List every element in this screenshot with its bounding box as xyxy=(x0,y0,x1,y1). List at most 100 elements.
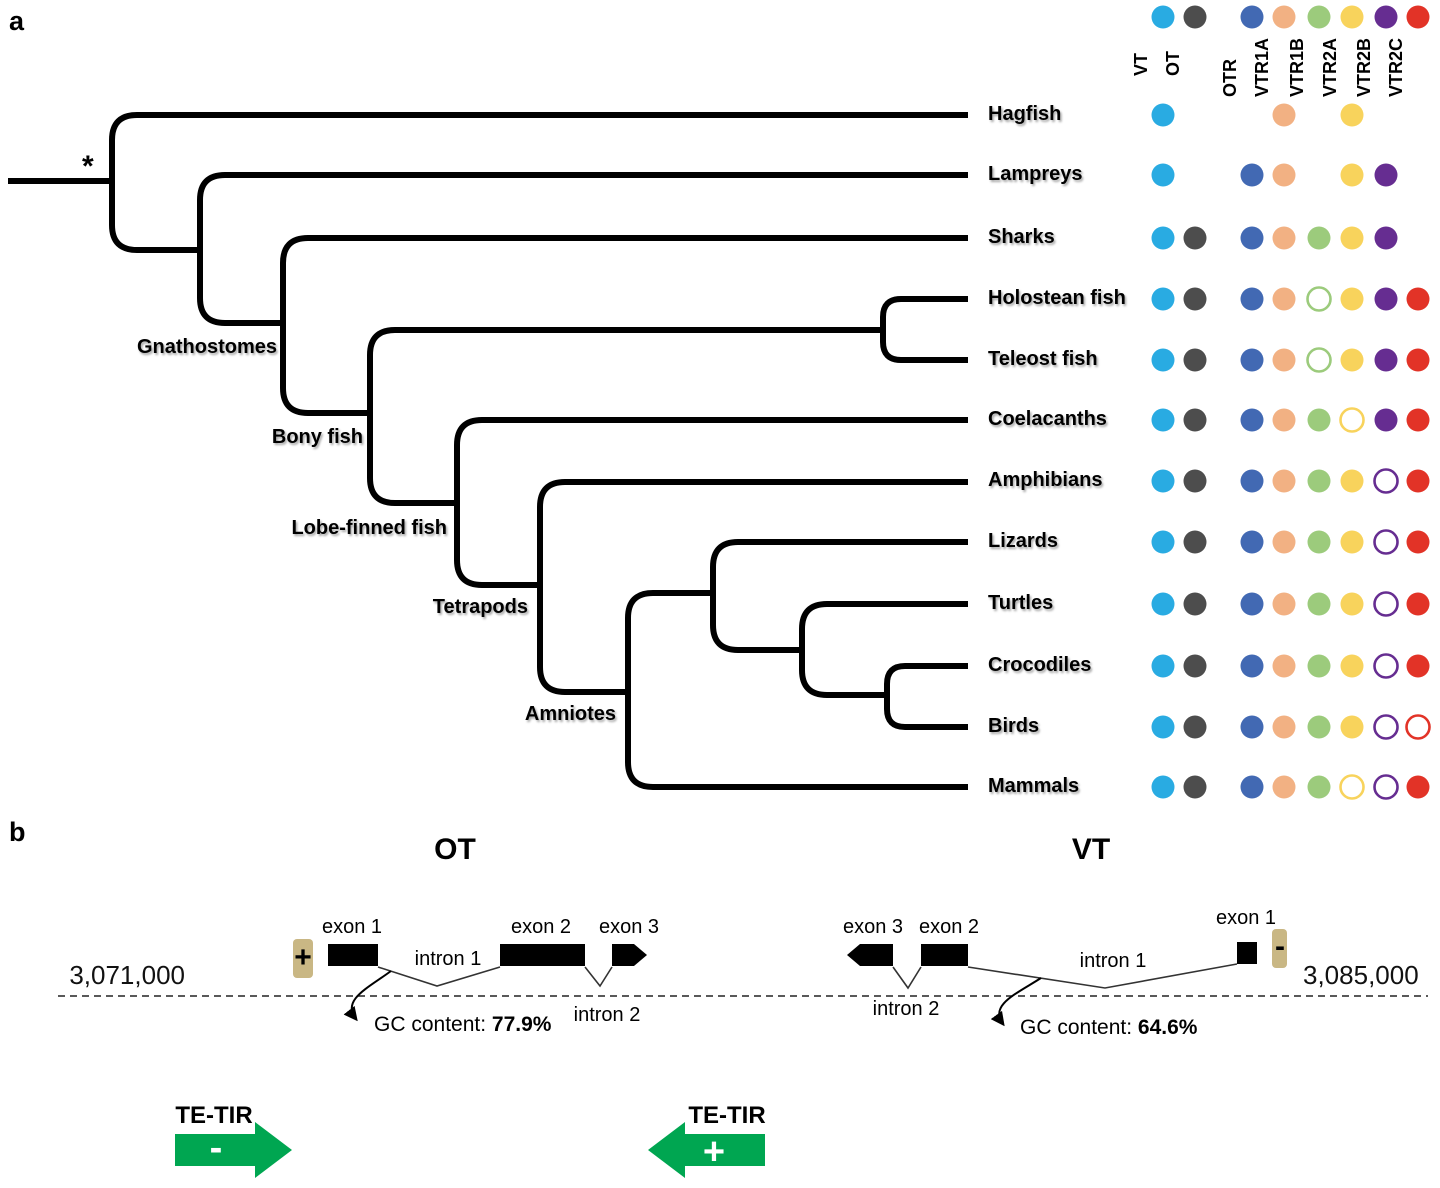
species-label-turtles: Turtles xyxy=(988,592,1054,614)
species-label-hagfish: Hagfish xyxy=(988,103,1062,125)
species-label-coelacanths: Coelacanths xyxy=(988,408,1107,430)
te-tir-left-label: TE-TIR xyxy=(175,1102,253,1129)
vt-exon1 xyxy=(1237,942,1257,964)
dot-sharks-vtr1b-filled xyxy=(1307,226,1331,250)
dot-lizards-vtr2c-filled xyxy=(1406,530,1430,554)
dot-teleost-fish-vtr2c-filled xyxy=(1406,348,1430,372)
ot-intron1-label: intron 1 xyxy=(414,948,482,970)
species-label-mammals: Mammals xyxy=(988,775,1080,797)
dot-amphibians-otr-filled xyxy=(1240,469,1264,493)
column-header-vtr1b: VTR1B xyxy=(1287,37,1307,97)
tree-node-lampreys xyxy=(197,172,968,326)
dot-coelacanths-otr-filled xyxy=(1240,408,1264,432)
panel-a-label: a xyxy=(9,6,25,36)
dot-mammals-vtr1b-filled xyxy=(1307,775,1331,799)
dot-crocodiles-ot-filled xyxy=(1183,654,1207,678)
dot-lampreys-vtr2b-filled xyxy=(1374,163,1398,187)
ot-intron2-label: intron 2 xyxy=(573,1004,641,1026)
vt-intron2-label: intron 2 xyxy=(872,998,940,1020)
tree-node-crocs-birds xyxy=(884,663,968,730)
dot-amphibians-vt-filled xyxy=(1151,469,1175,493)
column-header-vt: VT xyxy=(1131,52,1151,76)
ot-plus-strand-symbol: + xyxy=(294,941,312,974)
dot-crocodiles-vtr2b-open xyxy=(1373,653,1399,679)
column-header-vtr2b: VTR2B xyxy=(1354,37,1374,97)
dot-sharks-ot-filled xyxy=(1183,226,1207,250)
dot-turtles-vtr2c-filled xyxy=(1406,592,1430,616)
te-tir-right-pointing-arrow xyxy=(175,1122,292,1178)
dot-amphibians-ot-filled xyxy=(1183,469,1207,493)
dot-coelacanths-vtr2a-open xyxy=(1339,407,1365,433)
species-label-sharks: Sharks xyxy=(988,226,1055,248)
dot-coelacanths-vtr2c-filled xyxy=(1406,408,1430,432)
dot-amphibians-vtr1a-filled xyxy=(1272,469,1296,493)
tree-node-gnathostomes xyxy=(280,235,968,416)
vt-exon1-label: exon 1 xyxy=(1215,907,1277,929)
dot-amphibians-vtr1b-filled xyxy=(1307,469,1331,493)
ot-gc-content-label: GC content: xyxy=(374,1013,487,1036)
vt-intron1-label: intron 1 xyxy=(1079,950,1147,972)
dot-turtles-vt-filled xyxy=(1151,592,1175,616)
dot-birds-vtr2a-filled xyxy=(1340,715,1364,739)
left-genomic-coordinate: 3,071,000 xyxy=(69,960,185,990)
dot-birds-vtr2c-open xyxy=(1405,714,1431,740)
dot-crocodiles-vtr1b-filled xyxy=(1307,654,1331,678)
tree-node-lobe-finned xyxy=(454,417,968,588)
clade-label-tetrapods: Tetrapods xyxy=(432,596,528,618)
dot-turtles-vtr1a-filled xyxy=(1272,592,1296,616)
vt-gc-content-value: 64.6% xyxy=(1137,1016,1198,1039)
ot-title: OT xyxy=(434,833,476,866)
dot-teleost-fish-vtr2a-filled xyxy=(1340,348,1364,372)
vt-title: VT xyxy=(1071,833,1111,866)
dot-teleost-fish-otr-filled xyxy=(1240,348,1264,372)
tree-node-tetrapods xyxy=(537,479,968,695)
dot-hagfish-vtr1a-filled xyxy=(1272,103,1296,127)
tree-node-holostean-teleost xyxy=(880,296,968,363)
dot-sharks-vtr1a-filled xyxy=(1272,226,1296,250)
ot-plus-strand-box xyxy=(293,939,313,978)
dot-crocodiles-vtr2c-filled xyxy=(1406,654,1430,678)
clade-label-bony-fish: Bony fish xyxy=(271,426,363,448)
legend-dot-vtr2b xyxy=(1374,5,1398,29)
ot-intron1-line xyxy=(377,966,501,987)
dot-holostean-fish-vt-filled xyxy=(1151,287,1175,311)
column-header-otr: OTR xyxy=(1220,59,1240,97)
legend-dot-ot xyxy=(1183,5,1207,29)
dot-amphibians-vtr2c-filled xyxy=(1406,469,1430,493)
legend-dot-vt xyxy=(1151,5,1175,29)
dot-teleost-fish-vtr1a-filled xyxy=(1272,348,1296,372)
species-label-crocodiles: Crocodiles xyxy=(988,654,1092,676)
dot-lampreys-vtr1a-filled xyxy=(1272,163,1296,187)
dot-birds-ot-filled xyxy=(1183,715,1207,739)
dot-birds-vt-filled xyxy=(1151,715,1175,739)
vt-minus-strand-symbol: - xyxy=(1275,930,1285,963)
dot-crocodiles-vt-filled xyxy=(1151,654,1175,678)
receptor-dot-matrix xyxy=(1151,5,1431,800)
root-asterisk: * xyxy=(82,150,94,183)
dot-hagfish-vt-filled xyxy=(1151,103,1175,127)
dot-hagfish-vtr2a-filled xyxy=(1340,103,1364,127)
te-tir-right-symbol: + xyxy=(702,1131,726,1173)
dot-lizards-vtr2a-filled xyxy=(1340,530,1364,554)
dot-turtles-vtr1b-filled xyxy=(1307,592,1331,616)
dot-amphibians-vtr2a-filled xyxy=(1340,469,1364,493)
dot-mammals-otr-filled xyxy=(1240,775,1264,799)
vt-minus-strand-box xyxy=(1272,929,1287,968)
ot-exon2 xyxy=(500,944,585,966)
dot-crocodiles-vtr1a-filled xyxy=(1272,654,1296,678)
ot-exon3-label: exon 3 xyxy=(598,916,660,938)
dot-holostean-fish-ot-filled xyxy=(1183,287,1207,311)
dot-coelacanths-vtr1a-filled xyxy=(1272,408,1296,432)
dot-lampreys-vt-filled xyxy=(1151,163,1175,187)
dot-sharks-otr-filled xyxy=(1240,226,1264,250)
species-label-amphibians: Amphibians xyxy=(988,469,1103,491)
legend-dot-otr xyxy=(1240,5,1264,29)
ot-exon1-label: exon 1 xyxy=(321,916,383,938)
dot-teleost-fish-ot-filled xyxy=(1183,348,1207,372)
dot-holostean-fish-otr-filled xyxy=(1240,287,1264,311)
dot-amphibians-vtr2b-open xyxy=(1373,468,1399,494)
species-label-lizards: Lizards xyxy=(988,530,1059,552)
dot-teleost-fish-vtr1b-open xyxy=(1306,347,1332,373)
dot-lizards-ot-filled xyxy=(1183,530,1207,554)
clade-label-lobe-finned-fish: Lobe-finned fish xyxy=(291,517,447,539)
